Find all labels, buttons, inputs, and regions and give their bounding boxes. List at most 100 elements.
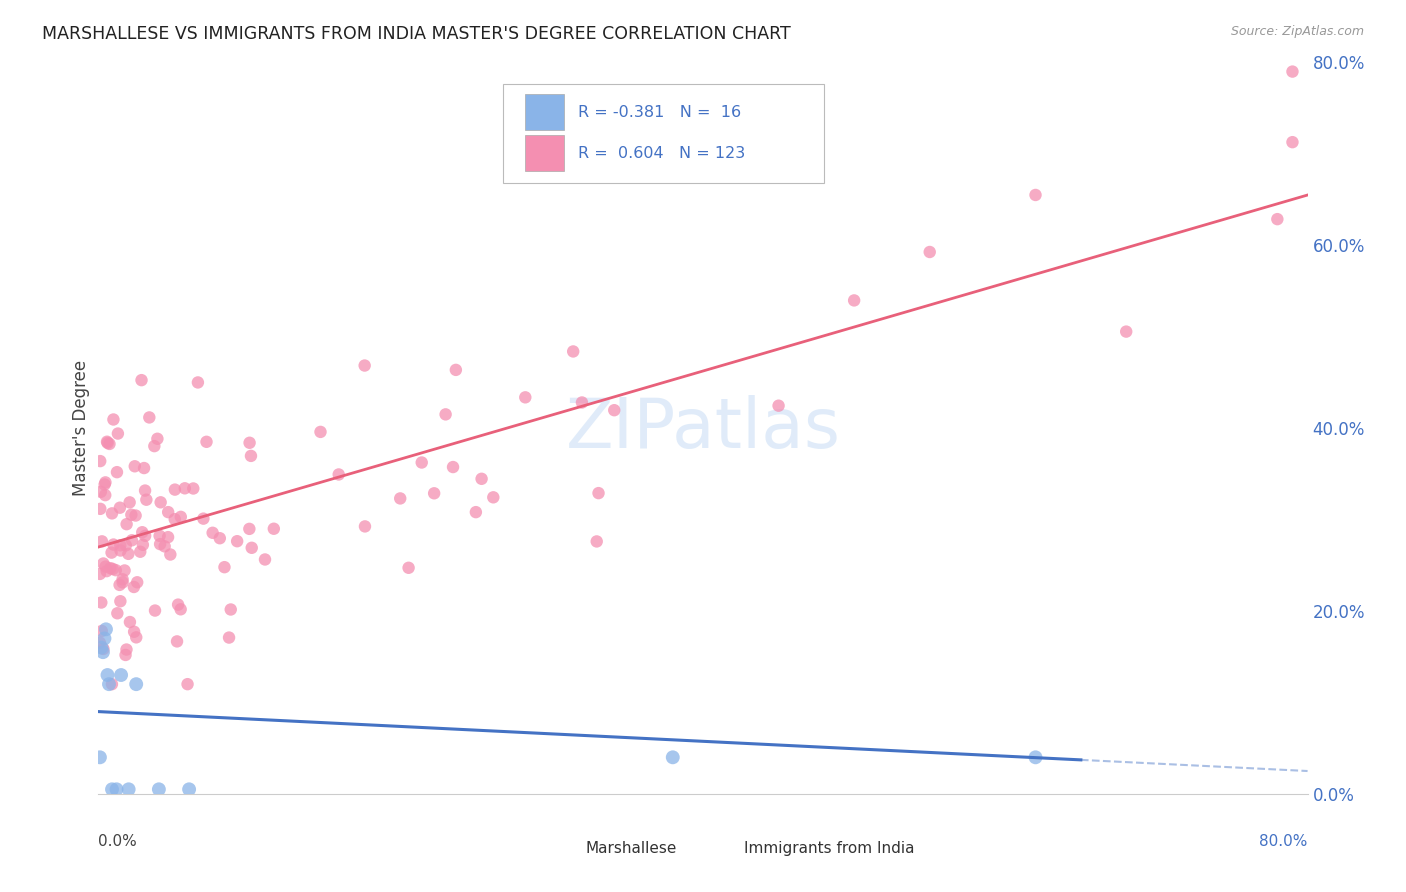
- Text: Immigrants from India: Immigrants from India: [744, 841, 915, 856]
- Point: [148, 782, 170, 797]
- Point: [515, 390, 537, 404]
- Point: [90, 640, 112, 655]
- Point: [918, 245, 941, 260]
- Point: [214, 560, 236, 574]
- Point: [603, 403, 626, 417]
- Point: [208, 531, 231, 545]
- Point: [562, 344, 585, 359]
- Point: [115, 642, 138, 657]
- Point: [169, 602, 191, 616]
- Point: [240, 541, 263, 555]
- Point: [98, 677, 121, 691]
- Point: [118, 782, 141, 797]
- Point: [201, 525, 224, 540]
- Point: [434, 408, 457, 422]
- Y-axis label: Master's Degree: Master's Degree: [72, 360, 90, 496]
- Point: [187, 376, 209, 390]
- Point: [411, 456, 433, 470]
- Point: [166, 634, 188, 648]
- Bar: [526, 135, 564, 171]
- Point: [94, 488, 117, 502]
- Point: [107, 426, 129, 441]
- Text: 0.0%: 0.0%: [98, 834, 138, 849]
- Point: [120, 508, 142, 522]
- Point: [100, 546, 122, 560]
- Point: [253, 552, 276, 566]
- Point: [138, 410, 160, 425]
- Text: 80.0%: 80.0%: [1260, 834, 1308, 849]
- Point: [121, 533, 143, 548]
- Point: [167, 598, 190, 612]
- Point: [153, 540, 176, 554]
- Point: [157, 530, 180, 544]
- Point: [844, 293, 866, 308]
- Point: [89, 636, 111, 650]
- Point: [117, 547, 139, 561]
- Point: [389, 491, 412, 506]
- Point: [149, 495, 172, 509]
- Point: [309, 425, 332, 439]
- Point: [219, 602, 242, 616]
- Point: [114, 648, 136, 662]
- Point: [103, 537, 125, 551]
- Point: [176, 677, 198, 691]
- Point: [110, 668, 132, 682]
- Point: [108, 500, 131, 515]
- Point: [101, 562, 124, 576]
- Point: [1281, 135, 1303, 149]
- Point: [101, 782, 124, 797]
- Point: [94, 475, 117, 490]
- Point: [101, 677, 124, 691]
- Point: [398, 561, 420, 575]
- Point: [226, 534, 249, 549]
- Point: [134, 529, 156, 543]
- Point: [238, 522, 260, 536]
- Point: [104, 563, 127, 577]
- Point: [110, 594, 132, 608]
- Point: [110, 538, 132, 552]
- Point: [108, 578, 131, 592]
- Point: [143, 439, 166, 453]
- Point: [218, 631, 240, 645]
- Point: [195, 434, 218, 449]
- Point: [118, 615, 141, 629]
- Bar: [551, 838, 578, 860]
- Point: [90, 595, 112, 609]
- Point: [122, 580, 145, 594]
- Point: [105, 465, 128, 479]
- Point: [91, 645, 114, 659]
- Text: Source: ZipAtlas.com: Source: ZipAtlas.com: [1230, 25, 1364, 38]
- Point: [90, 484, 112, 499]
- Point: [135, 492, 157, 507]
- Point: [89, 501, 111, 516]
- Point: [94, 623, 117, 637]
- Point: [143, 603, 166, 617]
- Text: R = -0.381   N =  16: R = -0.381 N = 16: [578, 104, 741, 120]
- Point: [125, 677, 148, 691]
- Point: [124, 508, 146, 523]
- Point: [110, 543, 132, 558]
- Point: [89, 454, 111, 468]
- Point: [98, 437, 121, 451]
- Point: [89, 750, 111, 764]
- Point: [131, 525, 153, 540]
- Point: [163, 512, 186, 526]
- Point: [239, 449, 262, 463]
- Point: [105, 607, 128, 621]
- Point: [157, 505, 180, 519]
- Point: [98, 561, 121, 575]
- Point: [132, 461, 155, 475]
- Point: [1024, 750, 1046, 764]
- Point: [146, 432, 169, 446]
- Point: [159, 548, 181, 562]
- Point: [131, 373, 153, 387]
- Point: [585, 534, 607, 549]
- Point: [114, 564, 136, 578]
- Point: [441, 460, 464, 475]
- Point: [124, 459, 146, 474]
- Text: ZIPatlas: ZIPatlas: [565, 394, 841, 462]
- Text: Marshallese: Marshallese: [586, 841, 678, 856]
- Point: [661, 750, 683, 764]
- Point: [132, 538, 155, 552]
- Point: [423, 486, 446, 500]
